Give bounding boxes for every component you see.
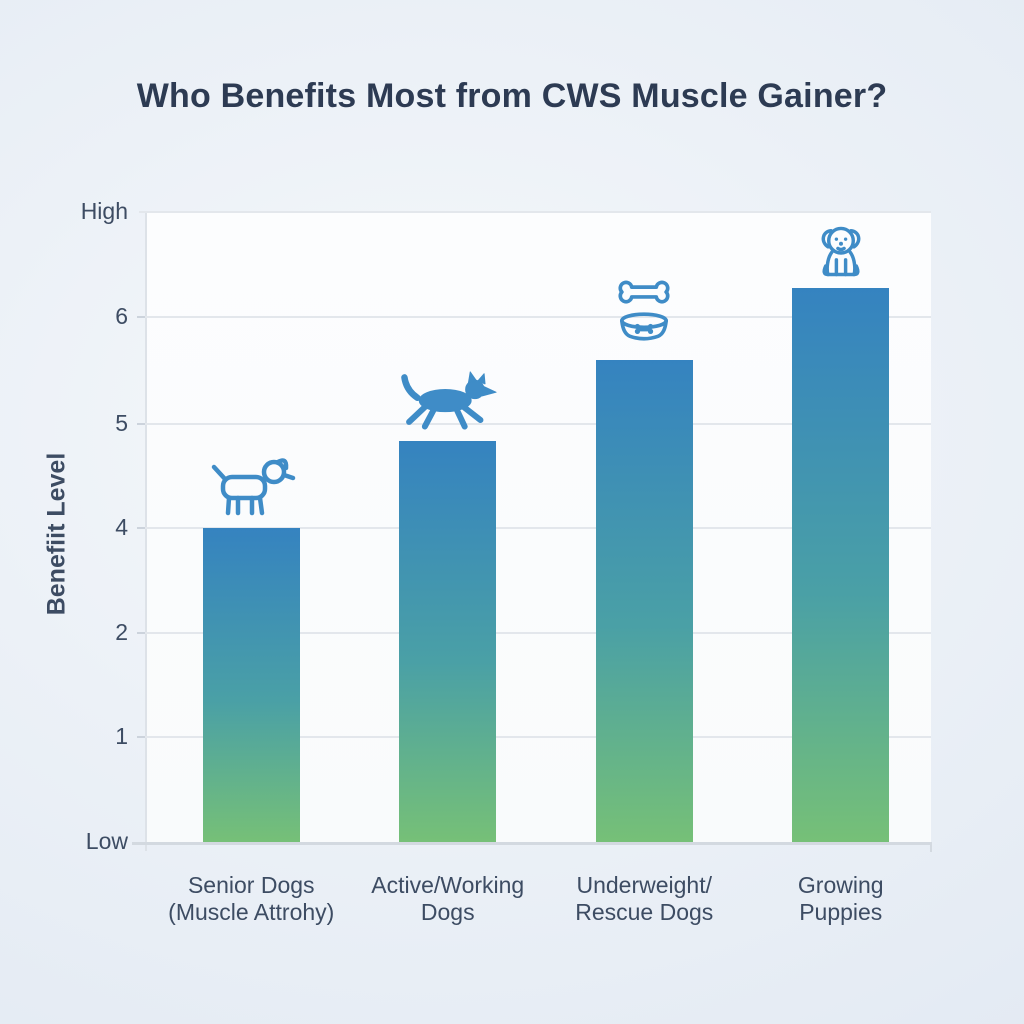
- category-label: Senior Dogs (Muscle Attrohy): [126, 872, 376, 926]
- bar: [202, 528, 300, 842]
- category-label-line: Growing: [797, 872, 884, 898]
- category-label: Growing Puppies: [716, 872, 966, 926]
- bar: [399, 440, 497, 842]
- bar: [595, 359, 693, 842]
- category-label: Active/Working Dogs: [323, 872, 573, 926]
- gridline: [139, 632, 931, 634]
- category-label-line: Active/Working: [371, 872, 525, 898]
- y-tick-label: High: [80, 198, 128, 224]
- running-dog-icon: [397, 370, 499, 433]
- y-tick-label: 2: [115, 619, 128, 645]
- x-axis-end-tick: [930, 842, 932, 852]
- y-tick-mark: [137, 736, 145, 738]
- y-tick-label: Low: [85, 828, 128, 854]
- gridline: [139, 316, 931, 318]
- category-label-line: Senior Dogs: [187, 872, 315, 898]
- category-label-line: Puppies: [799, 899, 883, 925]
- puppy-icon: [804, 220, 878, 286]
- gridline: [139, 211, 931, 213]
- y-tick-mark: [137, 527, 145, 529]
- y-tick-mark: [137, 316, 145, 318]
- category-label-line: (Muscle Attrohy): [168, 899, 335, 925]
- x-axis-line: [132, 842, 932, 845]
- dog-bowl-bone-icon: [603, 274, 685, 356]
- y-axis-line: [145, 212, 147, 851]
- y-tick-mark: [137, 423, 145, 425]
- gridline: [139, 527, 931, 529]
- category-label: Underweight/Rescue Dogs: [519, 872, 769, 926]
- category-label-line: Rescue Dogs: [575, 899, 714, 925]
- gridline: [139, 423, 931, 425]
- y-tick-label: 1: [115, 723, 128, 749]
- y-tick-label: 6: [115, 303, 128, 329]
- category-label-line: Underweight/: [576, 872, 713, 898]
- bar: [792, 287, 890, 842]
- standing-dog-icon: [201, 452, 301, 520]
- category-label-line: Dogs: [420, 899, 475, 925]
- y-tick-label: 4: [115, 514, 128, 540]
- chart-title: Who Benefits Most from CWS Muscle Gainer…: [136, 76, 888, 115]
- y-tick-mark: [137, 632, 145, 634]
- y-tick-label: 5: [115, 410, 128, 436]
- gridline: [139, 736, 931, 738]
